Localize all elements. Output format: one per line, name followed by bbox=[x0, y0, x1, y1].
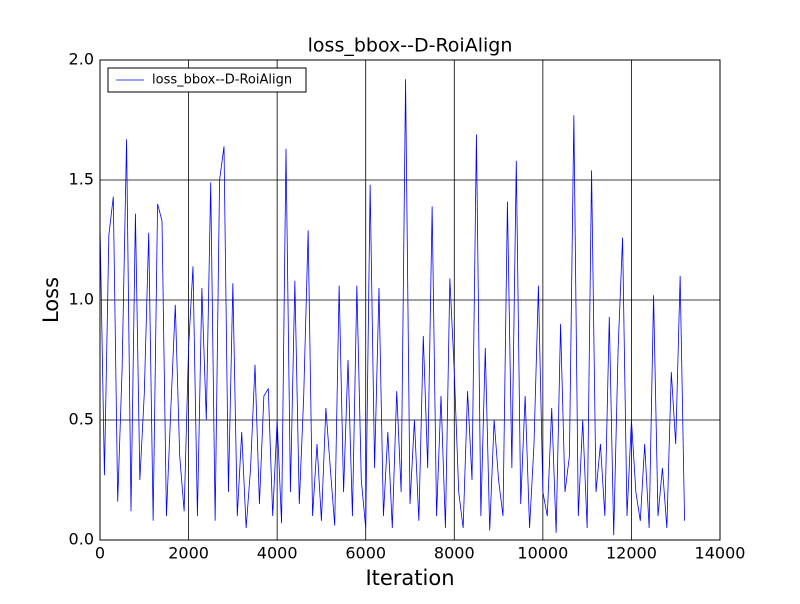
x-tick-label: 2000 bbox=[168, 544, 209, 563]
plot-frame bbox=[99, 59, 721, 541]
y-tick-label: 0.0 bbox=[69, 530, 94, 549]
x-tick-label: 6000 bbox=[345, 544, 386, 563]
y-tick-label: 2.0 bbox=[69, 50, 94, 69]
chart-title: loss_bbox--D-RoiAlign bbox=[308, 35, 513, 57]
x-tick-label: 0 bbox=[95, 544, 105, 563]
x-tick-label: 4000 bbox=[257, 544, 298, 563]
y-tick-label: 1.5 bbox=[69, 170, 94, 189]
y-tick-label: 0.5 bbox=[69, 410, 94, 429]
y-tick-label: 1.0 bbox=[69, 290, 94, 309]
x-tick-label: 10000 bbox=[517, 544, 568, 563]
legend-label: loss_bbox--D-RoiAlign bbox=[152, 73, 292, 88]
y-axis-label: Loss bbox=[39, 277, 63, 323]
x-axis-label: Iteration bbox=[365, 566, 454, 590]
x-tick-label: 14000 bbox=[695, 544, 746, 563]
x-tick-label: 8000 bbox=[434, 544, 475, 563]
data-line bbox=[99, 79, 685, 536]
x-tick-label: 12000 bbox=[606, 544, 657, 563]
